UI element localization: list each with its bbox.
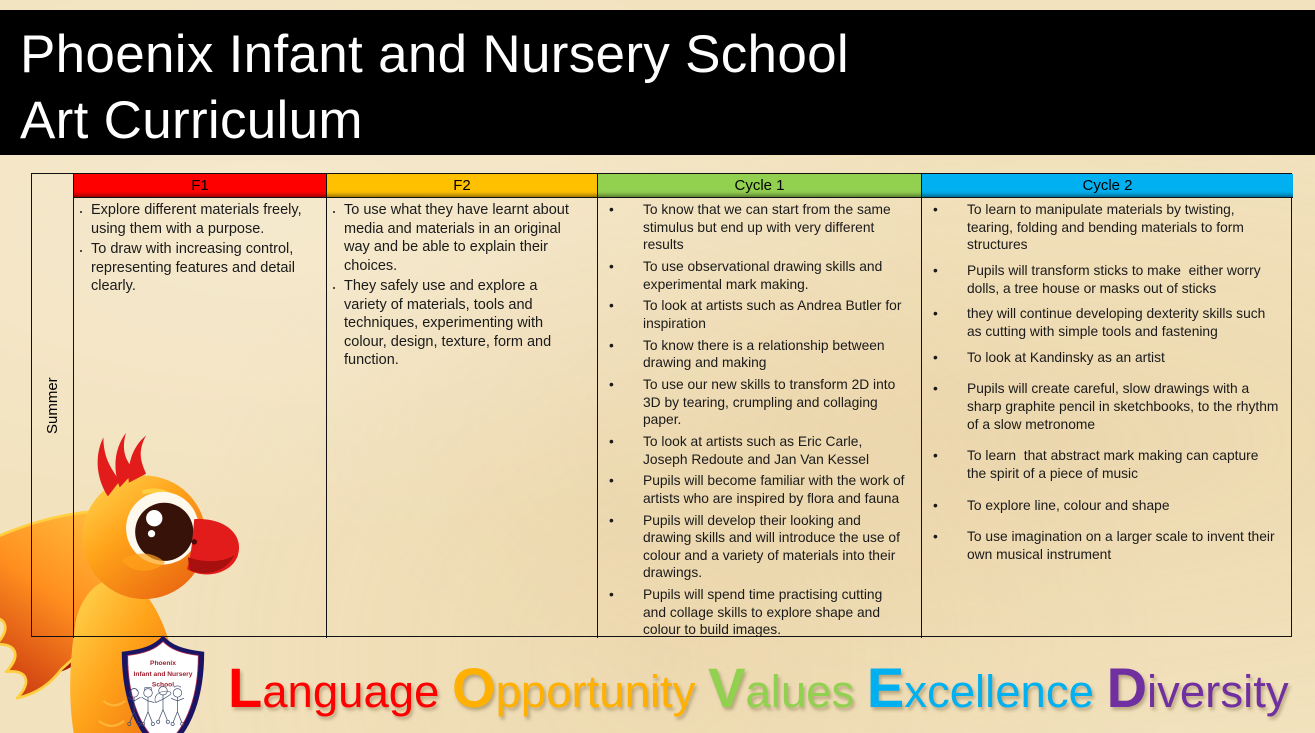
svg-text:School: School: [152, 681, 174, 688]
svg-text:Infant and Nursery: Infant and Nursery: [134, 671, 193, 678]
svg-text:Phoenix: Phoenix: [150, 660, 176, 667]
